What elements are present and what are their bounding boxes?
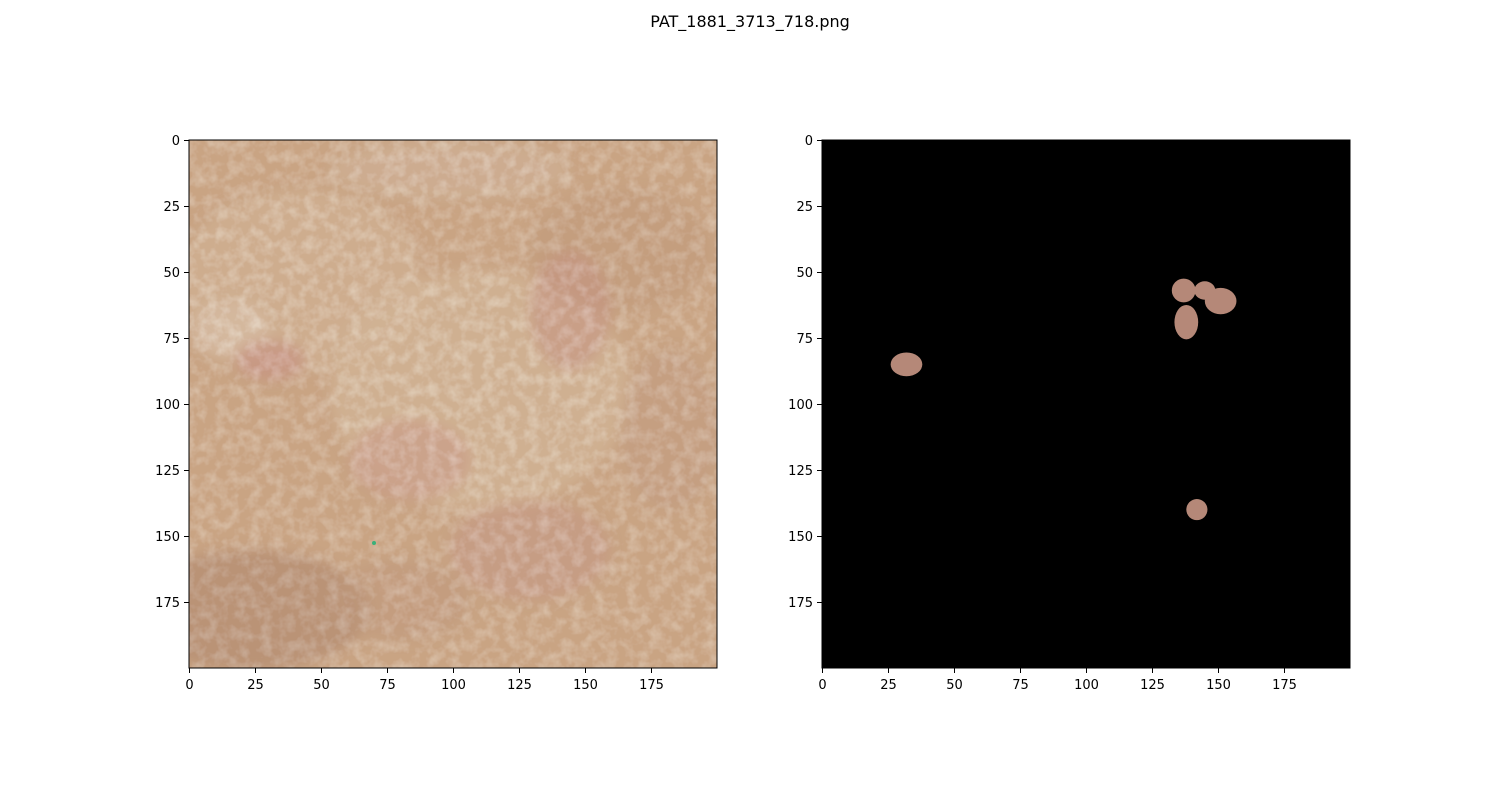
right-x-tick-label: 100 bbox=[1074, 678, 1099, 693]
right-x-tick-label: 25 bbox=[880, 678, 897, 693]
left-x-tick-label: 100 bbox=[441, 678, 466, 693]
left-y-tick-label: 150 bbox=[155, 530, 180, 545]
left-y-tick-label: 50 bbox=[163, 266, 180, 281]
left-x-tick-label: 125 bbox=[507, 678, 532, 693]
left-y-tick-label: 75 bbox=[163, 332, 180, 347]
right-y-tick-label: 75 bbox=[796, 332, 813, 347]
left-y-tick-label: 175 bbox=[155, 596, 180, 611]
right-x-tick-label: 0 bbox=[818, 678, 826, 693]
figure-title: PAT_1881_3713_718.png bbox=[650, 12, 850, 31]
right-y-tick-label: 50 bbox=[796, 266, 813, 281]
right-y-tick-label: 125 bbox=[788, 464, 813, 479]
right-y-tick-label: 150 bbox=[788, 530, 813, 545]
right-axes-svg: 0 25 50 75 100 125 150 175 0 25 50 75 100 125 150 175 bbox=[788, 134, 1351, 693]
right-axes: 0 25 50 75 100 125 150 175 0 25 50 75 100 125 150 175 bbox=[783, 130, 1383, 710]
lesion-region bbox=[1204, 287, 1237, 315]
left-y-tick-label: 25 bbox=[163, 200, 180, 215]
mask-image bbox=[822, 140, 1350, 668]
right-y-tick-label: 175 bbox=[788, 596, 813, 611]
lesion-region bbox=[890, 352, 923, 377]
left-x-tick-label: 50 bbox=[313, 678, 330, 693]
left-axes: 0 25 50 75 100 125 150 175 0 25 50 75 100 125 150 175 bbox=[150, 130, 750, 710]
left-x-tick-label: 0 bbox=[185, 678, 193, 693]
right-x-tick-label: 125 bbox=[1140, 678, 1165, 693]
left-x-tick-label: 75 bbox=[379, 678, 396, 693]
skin-image bbox=[189, 140, 717, 668]
right-y-tick-label: 0 bbox=[805, 134, 813, 149]
right-x-tick-label: 150 bbox=[1206, 678, 1231, 693]
left-y-tick-label: 100 bbox=[155, 398, 180, 413]
left-x-tick-label: 25 bbox=[247, 678, 264, 693]
left-axes-svg: 0 25 50 75 100 125 150 175 0 25 50 75 100 125 150 175 bbox=[155, 134, 718, 693]
right-y-tick-label: 100 bbox=[788, 398, 813, 413]
right-y-tick-label: 25 bbox=[796, 200, 813, 215]
left-x-tick-label: 150 bbox=[573, 678, 598, 693]
lesion-region bbox=[1174, 305, 1199, 340]
right-x-tick-label: 75 bbox=[1012, 678, 1029, 693]
left-y-tick-label: 0 bbox=[172, 134, 180, 149]
lesion-region bbox=[1171, 278, 1196, 303]
lesion-region bbox=[1186, 499, 1208, 521]
right-x-tick-label: 175 bbox=[1272, 678, 1297, 693]
left-x-tick-label: 175 bbox=[639, 678, 664, 693]
left-y-tick-label: 125 bbox=[155, 464, 180, 479]
right-x-tick-label: 50 bbox=[946, 678, 963, 693]
